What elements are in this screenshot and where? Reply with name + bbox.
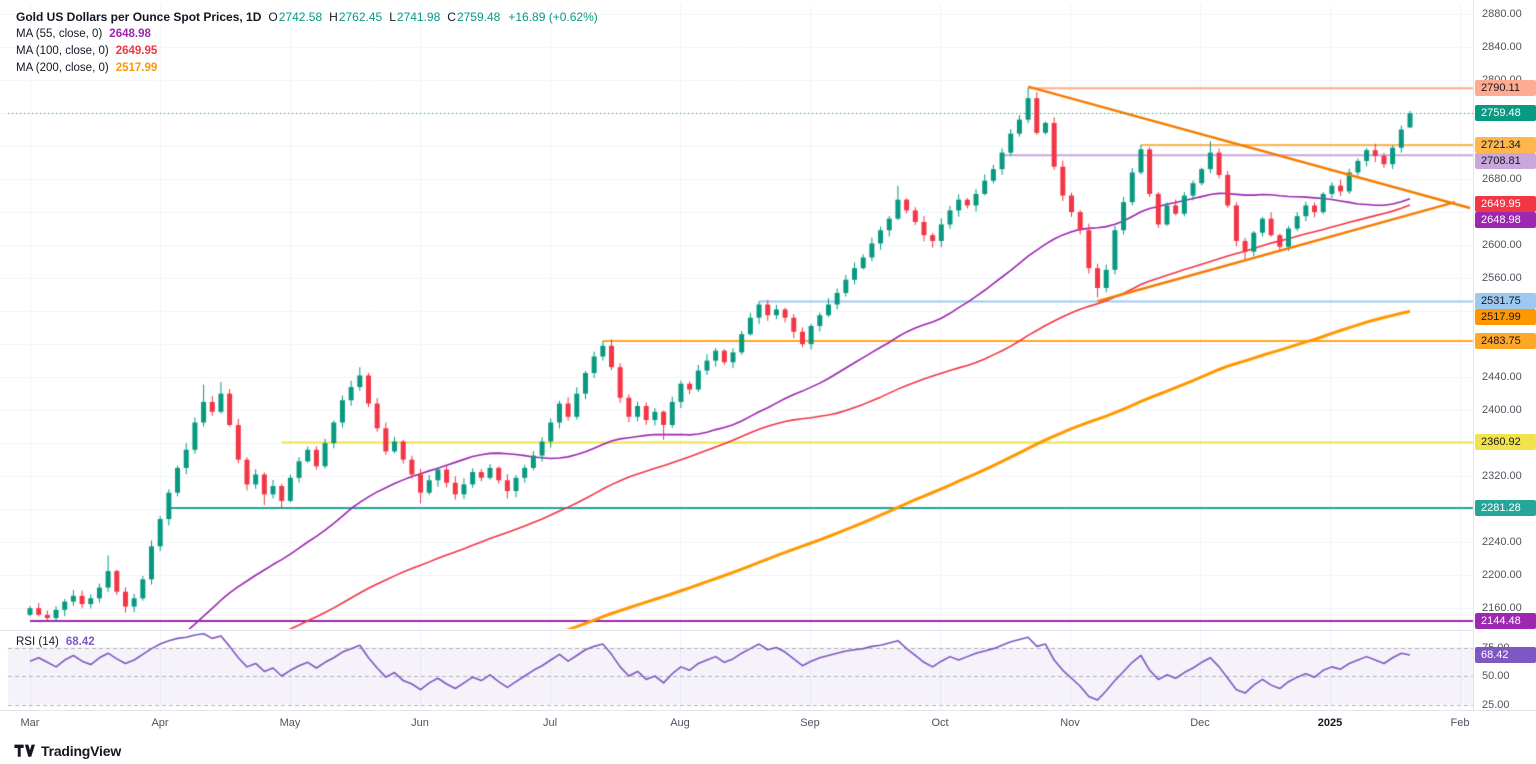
time-axis-label: Nov bbox=[1060, 717, 1080, 729]
price-level-badge: 2483.75 bbox=[1475, 333, 1536, 350]
time-axis-label: Aug bbox=[670, 717, 690, 729]
symbol-legend-row[interactable]: Gold US Dollars per Ounce Spot Prices, 1… bbox=[16, 8, 598, 25]
open-label: O bbox=[268, 9, 278, 24]
price-level-badge: 2721.34 bbox=[1475, 136, 1536, 153]
price-tick-label: 2680.00 bbox=[1482, 173, 1522, 186]
rsi-value: 68.42 bbox=[65, 635, 95, 648]
low-value: 2741.98 bbox=[396, 9, 441, 24]
low-label: L bbox=[389, 9, 396, 24]
ma-value-badge: 2648.98 bbox=[1475, 211, 1536, 228]
change-value: +16.89 (+0.62%) bbox=[508, 9, 598, 24]
rsi-tick-label: 25.00 bbox=[1482, 698, 1510, 711]
price-tick-label: 2840.00 bbox=[1482, 41, 1522, 53]
price-tick-label: 2200.00 bbox=[1482, 569, 1522, 582]
indicator-value: 2648.98 bbox=[109, 27, 151, 40]
price-level-badge: 2531.75 bbox=[1475, 293, 1536, 310]
close-label: C bbox=[447, 9, 456, 24]
price-level-badge: 2708.81 bbox=[1475, 152, 1536, 169]
rsi-legend: RSI (14) 68.42 bbox=[16, 633, 95, 650]
current-price-badge: 2759.48 bbox=[1475, 105, 1536, 122]
time-axis-label: 2025 bbox=[1317, 717, 1343, 729]
time-axis-label: Jul bbox=[542, 717, 558, 729]
price-tick-label: 2560.00 bbox=[1482, 272, 1522, 285]
footer: TradingView bbox=[0, 737, 1536, 764]
tradingview-logo-icon bbox=[14, 744, 35, 757]
indicator-label: MA (55, close, 0) bbox=[16, 27, 103, 40]
high-value: 2762.45 bbox=[338, 9, 383, 24]
time-axis-label: Apr bbox=[151, 717, 169, 729]
indicator-legend-row[interactable]: MA (200, close, 0) 2517.99 bbox=[16, 59, 598, 76]
price-level-badge: 2144.48 bbox=[1475, 613, 1536, 630]
time-axis-label: Oct bbox=[931, 717, 949, 729]
price-tick-label: 2160.00 bbox=[1482, 602, 1522, 615]
rsi-label: RSI (14) bbox=[16, 635, 59, 648]
high-label: H bbox=[329, 9, 338, 24]
rsi-legend-row[interactable]: RSI (14) 68.42 bbox=[16, 633, 95, 650]
price-tick-label: 2600.00 bbox=[1482, 239, 1522, 252]
time-axis-label: Feb bbox=[1450, 717, 1470, 729]
symbol-legend: Gold US Dollars per Ounce Spot Prices, 1… bbox=[16, 8, 598, 76]
time-axis-label: Jun bbox=[411, 717, 429, 729]
time-axis-label: Dec bbox=[1190, 717, 1210, 729]
indicator-legend-row[interactable]: MA (55, close, 0) 2648.98 bbox=[16, 25, 598, 42]
price-tick-label: 2880.00 bbox=[1482, 8, 1522, 20]
price-tick-label: 2240.00 bbox=[1482, 536, 1522, 549]
ma-value-badge: 2517.99 bbox=[1475, 309, 1536, 326]
price-tick-label: 2440.00 bbox=[1482, 371, 1522, 384]
close-value: 2759.48 bbox=[456, 9, 501, 24]
rsi-tick-label: 50.00 bbox=[1482, 670, 1510, 682]
open-value: 2742.58 bbox=[278, 9, 323, 24]
time-axis-label: Sep bbox=[800, 717, 820, 729]
price-tick-label: 2320.00 bbox=[1482, 470, 1522, 483]
indicator-label: MA (100, close, 0) bbox=[16, 44, 109, 57]
tradingview-brand-text: TradingView bbox=[41, 742, 122, 759]
rsi-value-badge: 68.42 bbox=[1475, 647, 1536, 663]
tradingview-logo[interactable]: TradingView bbox=[14, 743, 121, 759]
pane-separator[interactable] bbox=[0, 630, 1536, 631]
time-axis-label: May bbox=[279, 717, 301, 729]
price-axis[interactable]: 2880.002840.002800.002680.002600.002560.… bbox=[1473, 0, 1536, 711]
ma-value-badge: 2649.95 bbox=[1475, 195, 1536, 212]
price-tick-label: 2400.00 bbox=[1482, 404, 1522, 417]
ohlc-readout: O 2742.58 H 2762.45 L 2741.98 C 2759.48 +16.… bbox=[261, 10, 597, 24]
symbol-title[interactable]: Gold US Dollars per Ounce Spot Prices, 1… bbox=[16, 9, 262, 24]
indicator-label: MA (200, close, 0) bbox=[16, 61, 109, 74]
time-axis-label: Mar bbox=[20, 717, 40, 729]
indicator-value: 2649.95 bbox=[115, 44, 158, 57]
price-level-badge: 2360.92 bbox=[1475, 434, 1536, 451]
price-level-badge: 2281.28 bbox=[1475, 500, 1536, 517]
price-level-badge: 2790.11 bbox=[1475, 80, 1536, 97]
indicator-legend-row[interactable]: MA (100, close, 0) 2649.95 bbox=[16, 42, 598, 59]
indicator-legend: MA (55, close, 0) 2648.98 MA (100, close, … bbox=[16, 25, 598, 76]
indicator-value: 2517.99 bbox=[115, 61, 158, 74]
time-axis[interactable]: Mar Apr May Jun Jul Aug Sep Oct Nov Dec 2025 Feb bbox=[0, 710, 1536, 737]
